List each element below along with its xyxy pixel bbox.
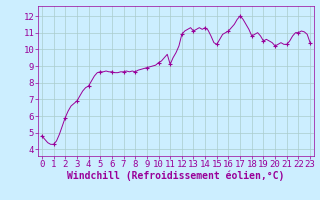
- X-axis label: Windchill (Refroidissement éolien,°C): Windchill (Refroidissement éolien,°C): [67, 171, 285, 181]
